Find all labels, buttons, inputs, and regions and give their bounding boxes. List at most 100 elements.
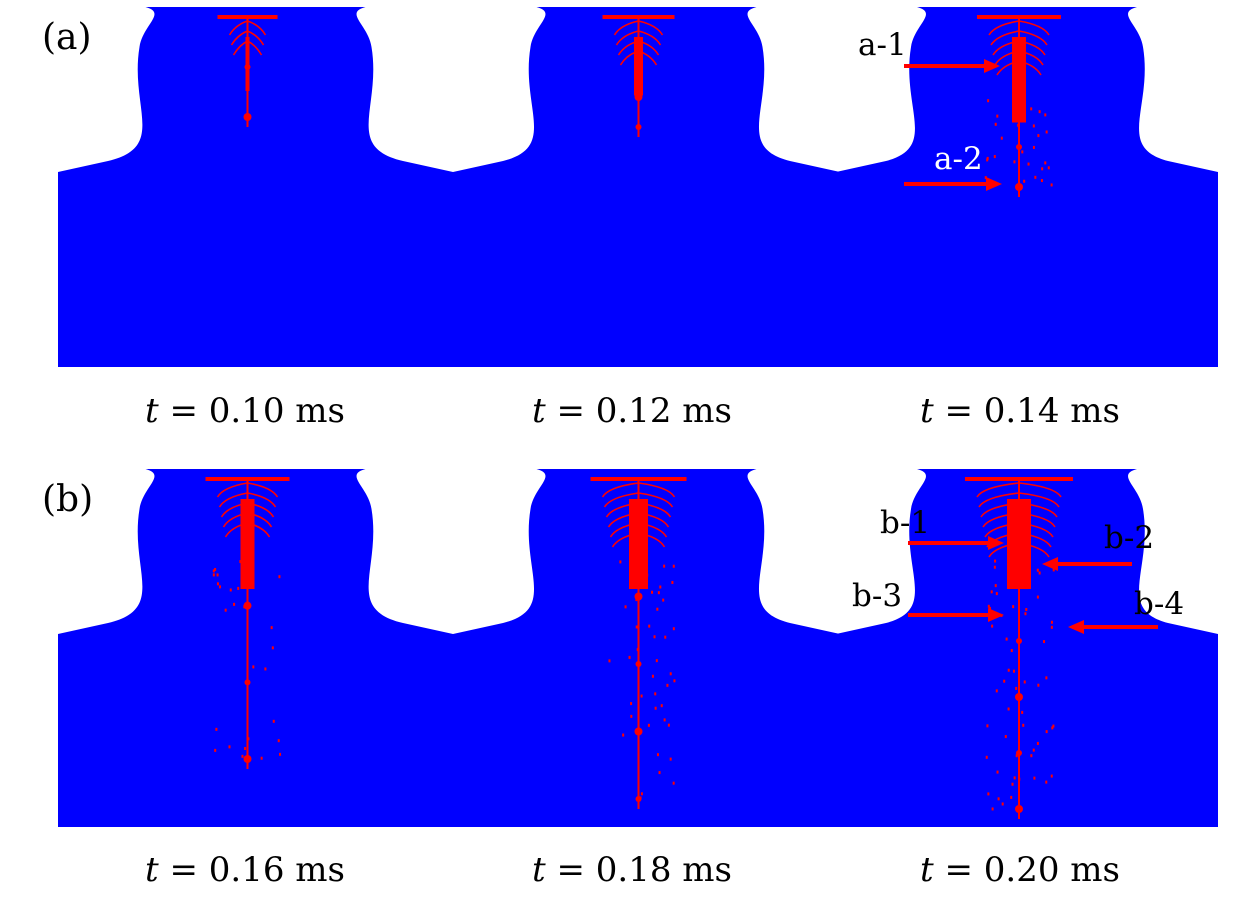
- cavitation-speck: [214, 567, 217, 571]
- arrow-head: [1068, 620, 1084, 634]
- annotation-b-2: b-2: [1104, 520, 1155, 556]
- fluid-domain: [836, 469, 1218, 827]
- cavitation-speck: [988, 606, 991, 610]
- cavitation-speck: [991, 624, 994, 628]
- arrow-head: [1042, 557, 1058, 571]
- jet-bead: [1016, 638, 1022, 644]
- jet-filament: [990, 30, 1020, 46]
- cavitation-speck: [1051, 726, 1054, 730]
- cavitation-speck: [657, 591, 660, 595]
- frame-b1: [58, 469, 453, 827]
- cavitation-speck: [1050, 620, 1053, 624]
- cavitation-speck: [655, 659, 658, 663]
- cavitation-speck: [667, 723, 670, 727]
- frame-b3: [836, 469, 1218, 827]
- time-value: 0.12: [595, 391, 672, 431]
- time-equals: =: [944, 850, 973, 890]
- cavitation-speck: [271, 646, 274, 650]
- cavitation-speck: [1003, 679, 1006, 683]
- cavitation-speck: [1036, 741, 1039, 745]
- cavitation-speck: [996, 114, 999, 118]
- cavitation-speck: [219, 585, 222, 589]
- cavitation-speck: [1000, 136, 1003, 140]
- jet-filament: [603, 492, 639, 508]
- jet-bead: [634, 93, 643, 101]
- jet-filament: [982, 512, 1020, 528]
- jet-bead: [634, 727, 643, 736]
- time-label-a3: t = 0.14 ms: [920, 394, 1120, 428]
- time-equals: =: [556, 850, 585, 890]
- cavitation-speck: [666, 683, 669, 687]
- cavitation-speck: [1041, 167, 1044, 171]
- cavitation-speck: [619, 560, 622, 564]
- time-label-a2: t = 0.12 ms: [532, 394, 732, 428]
- time-value: 0.18: [595, 850, 672, 890]
- cavitation-speck: [264, 667, 267, 671]
- jet-filament: [638, 20, 664, 36]
- cavitation-speck: [997, 797, 1000, 801]
- jet-filament: [247, 492, 277, 508]
- cavitation-speck: [663, 718, 666, 722]
- cavitation-speck: [1012, 669, 1015, 673]
- cavitation-speck: [659, 585, 662, 589]
- cavitation-speck: [1010, 649, 1013, 653]
- jet-filament: [638, 482, 676, 498]
- cavitation-speck: [1047, 166, 1050, 170]
- jet-filament: [1018, 40, 1046, 56]
- jet-filament: [1018, 542, 1050, 558]
- cavitation-speck: [1050, 183, 1053, 187]
- cavitation-speck: [1037, 134, 1040, 138]
- cavitation-speck: [1038, 571, 1041, 575]
- jet-filament: [1018, 50, 1044, 66]
- jet-filament: [1018, 502, 1058, 518]
- jet-bead: [635, 526, 642, 532]
- jet-filament: [1018, 60, 1042, 76]
- jet-filament: [617, 40, 639, 56]
- cavitation-speck: [608, 659, 611, 663]
- jet-filament: [247, 482, 279, 498]
- cavitation-speck: [651, 590, 654, 594]
- annotation-a-1: a-1: [858, 27, 907, 63]
- cavitation-speck: [648, 624, 651, 628]
- jet-filament: [976, 482, 1020, 498]
- fluid-domain: [58, 469, 453, 827]
- time-label-b2: t = 0.18 ms: [532, 853, 732, 887]
- jet-filament: [611, 532, 639, 548]
- annotation-b-3: b-3: [852, 578, 903, 614]
- cavitation-speck: [214, 748, 217, 752]
- cavitation-speck: [987, 604, 990, 608]
- cavitation-speck: [663, 564, 666, 568]
- cavitation-speck: [986, 156, 989, 160]
- jet-filament: [1018, 30, 1048, 46]
- annotation-a-2: a-2: [934, 141, 983, 177]
- cavitation-speck: [277, 739, 280, 743]
- cavitation-speck: [1021, 710, 1024, 714]
- jet-bead: [635, 124, 642, 130]
- cavitation-speck: [1052, 724, 1055, 728]
- cavitation-speck: [1036, 568, 1039, 572]
- cavitation-speck: [1038, 110, 1041, 114]
- cavitation-speck: [1017, 123, 1020, 127]
- jet-filament: [218, 492, 248, 508]
- cavitation-speck: [1013, 776, 1016, 780]
- cavitation-speck: [640, 694, 643, 698]
- jet-filament: [216, 482, 248, 498]
- cavitation-speck: [636, 648, 639, 652]
- jet-filament: [230, 30, 248, 46]
- jet-filament: [1018, 482, 1062, 498]
- jet-filament: [638, 502, 672, 518]
- cavitation-speck: [1015, 754, 1018, 758]
- jet-filament: [615, 30, 639, 46]
- cavitation-speck: [994, 122, 997, 126]
- jet-filament: [1018, 522, 1054, 538]
- cavitation-speck: [658, 771, 661, 775]
- jet-bead: [635, 661, 642, 667]
- cavitation-speck: [1052, 568, 1055, 572]
- jet-filament: [1018, 532, 1052, 548]
- arrow-a-1: [904, 59, 1000, 73]
- cavitation-speck: [1043, 640, 1046, 644]
- frame-b2: [453, 469, 840, 827]
- arrow-b-3: [908, 608, 1004, 622]
- jet-bead: [1015, 183, 1023, 191]
- cavitation-speck: [673, 679, 676, 683]
